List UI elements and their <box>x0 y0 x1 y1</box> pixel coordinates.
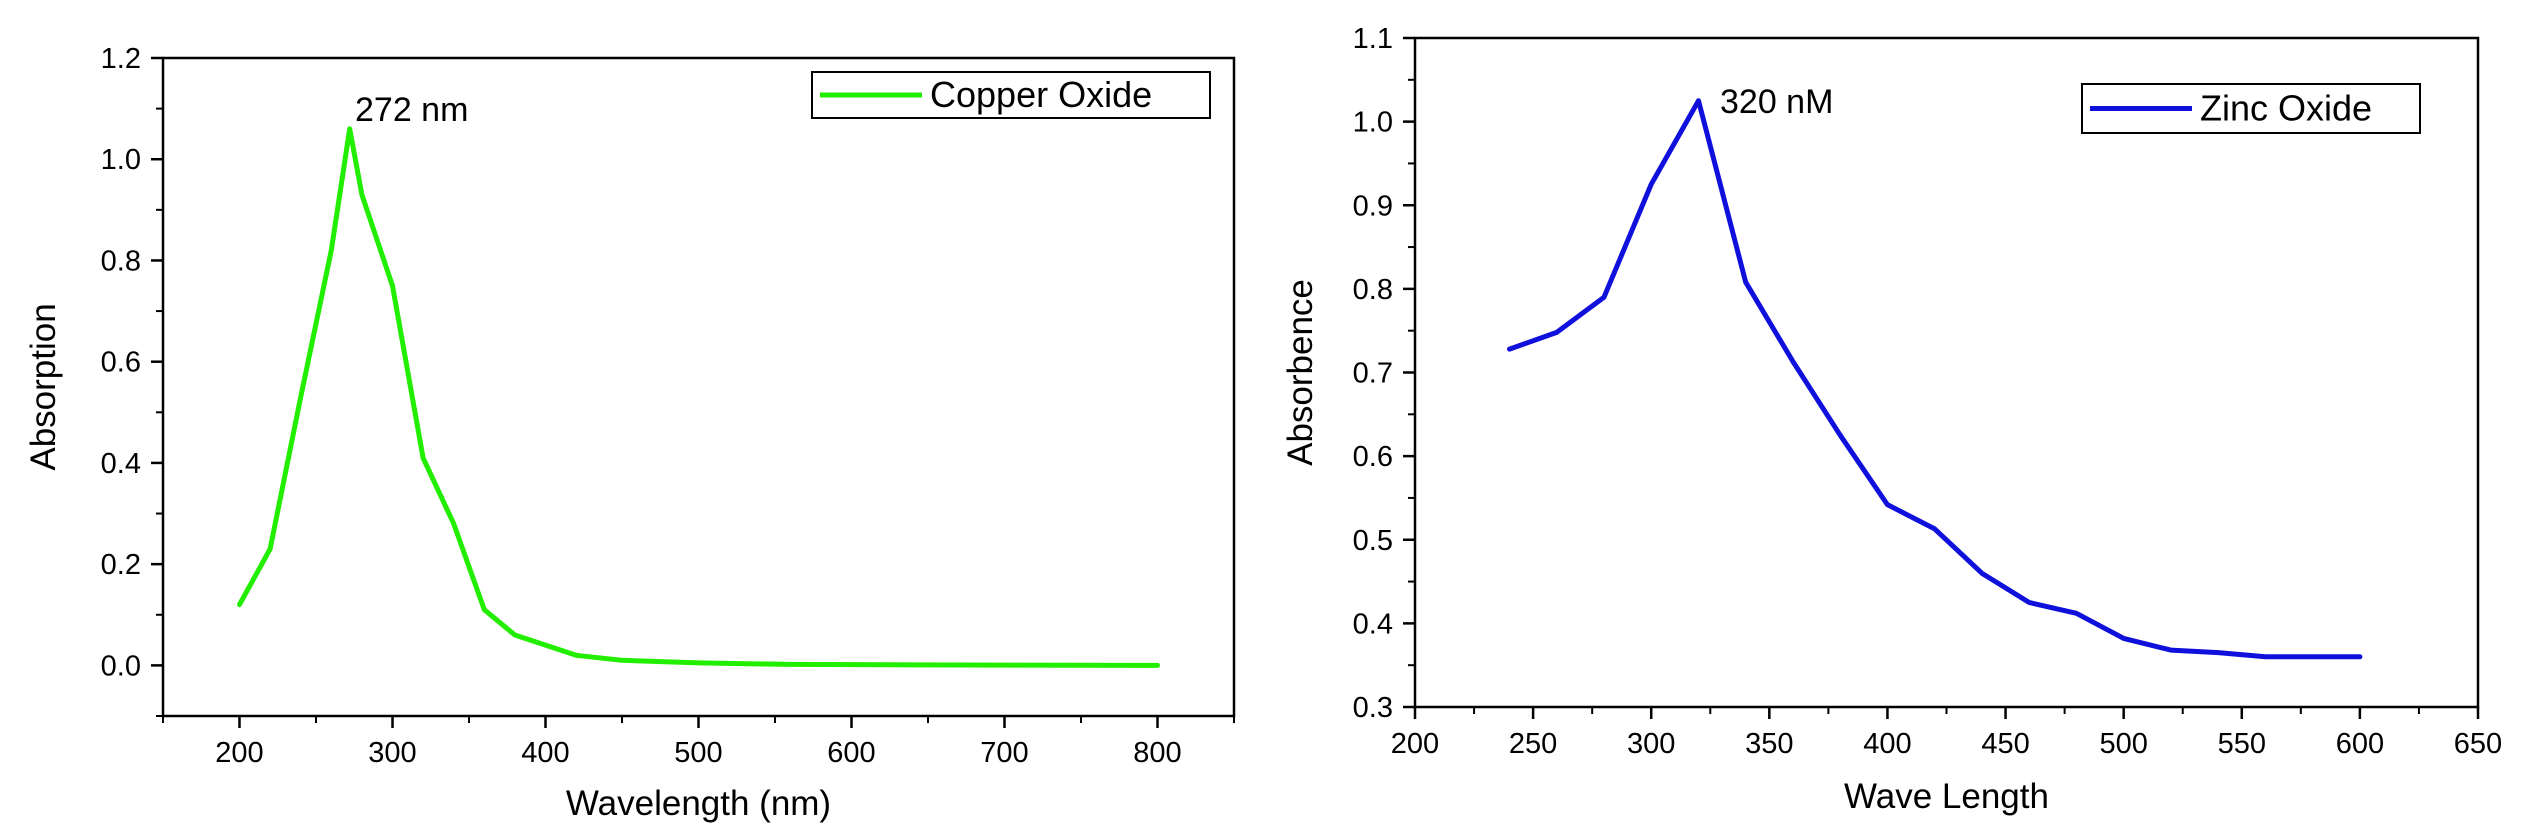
y-tick-label: 0.9 <box>1353 190 1393 222</box>
x-tick-label: 600 <box>827 737 875 769</box>
y-tick-label: 0.7 <box>1353 358 1393 390</box>
x-tick-label: 800 <box>1133 737 1181 769</box>
series-line-copper-oxide <box>237 126 1160 668</box>
x-tick-label: 350 <box>1745 728 1793 760</box>
x-tick-label: 600 <box>2336 728 2384 760</box>
x-tick-label: 400 <box>521 737 569 769</box>
peak-annotation: 272 nm <box>355 91 468 129</box>
chart-1: 200 300 400 500 600 700 800 0.0 0.2 0.4 0.6 0.8 1.0 1… <box>24 43 1236 823</box>
x-tick-label: 300 <box>368 737 416 769</box>
plot-frame <box>1413 36 2480 709</box>
y-tick-label: 1.1 <box>1353 23 1393 55</box>
legend-label: Copper Oxide <box>930 74 1152 115</box>
x-tick-label: 650 <box>2454 728 2502 760</box>
y-tick-label: 1.2 <box>101 43 141 75</box>
series-line-zinc-oxide <box>1507 98 2363 660</box>
x-tick-label: 700 <box>980 737 1028 769</box>
y-tick-label: 0.8 <box>101 245 141 277</box>
x-axis-title: Wavelength (nm) <box>566 784 831 823</box>
y-tick-label: 0.4 <box>1353 608 1393 640</box>
x-tick-label: 450 <box>1981 728 2029 760</box>
x-tick-label: 250 <box>1509 728 1557 760</box>
x-tick-label: 500 <box>2099 728 2147 760</box>
peak-annotation: 320 nM <box>1720 83 1833 121</box>
x-axis-title: Wave Length <box>1844 777 2049 816</box>
y-tick-label: 0.3 <box>1353 692 1393 724</box>
x-tick-label: 200 <box>1391 728 1439 760</box>
x-tick-label: 400 <box>1863 728 1911 760</box>
y-axis-title: Absorption <box>24 303 63 470</box>
y-tick-label: 0.5 <box>1353 525 1393 557</box>
y-tick-label: 0.6 <box>101 347 141 379</box>
y-tick-label: 1.0 <box>1353 107 1393 139</box>
x-tick-label: 550 <box>2218 728 2266 760</box>
x-tick-label: 500 <box>674 737 722 769</box>
y-axis-title: Absorbence <box>1281 279 1320 466</box>
legend-label: Zinc Oxide <box>2200 88 2372 129</box>
x-tick-label: 200 <box>215 737 263 769</box>
y-tick-label: 1.0 <box>101 144 141 176</box>
y-tick-label: 0.8 <box>1353 274 1393 306</box>
y-tick-label: 0.0 <box>101 650 141 682</box>
y-tick-label: 0.6 <box>1353 441 1393 473</box>
y-tick-label: 0.2 <box>101 549 141 581</box>
y-tick-label: 0.4 <box>101 448 141 480</box>
plot-frame <box>161 56 1236 718</box>
x-tick-label: 300 <box>1627 728 1675 760</box>
chart-2: 200 250 300 350 400 450 500 550 600 650 0.3 0.4 0.5 0… <box>1281 23 2502 816</box>
